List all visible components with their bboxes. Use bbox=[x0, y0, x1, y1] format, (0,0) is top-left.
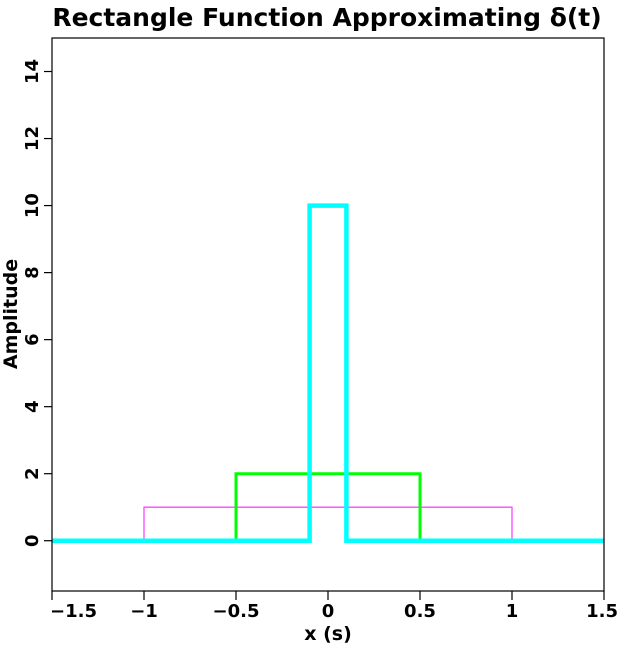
y-tick-label: 14 bbox=[22, 59, 43, 84]
plot-frame bbox=[51, 37, 605, 592]
chart-title: Rectangle Function Approximating δ(t) bbox=[52, 3, 601, 32]
y-tick-label: 2 bbox=[22, 467, 43, 480]
x-tick-label: 1 bbox=[506, 601, 519, 622]
x-axis: −1.5 −1 −0.5 0 0.5 1 1.5 bbox=[50, 591, 618, 622]
y-tick-label: 6 bbox=[22, 333, 43, 346]
y-tick-label: 4 bbox=[22, 400, 43, 413]
y-axis-label: Amplitude bbox=[0, 259, 22, 369]
x-tick-label: −1.5 bbox=[50, 601, 97, 622]
y-tick-label: 12 bbox=[22, 126, 43, 151]
x-tick-label: −0.5 bbox=[213, 601, 260, 622]
y-tick-label: 10 bbox=[22, 193, 43, 218]
x-tick-label: 0.5 bbox=[404, 601, 436, 622]
series-line-3 bbox=[52, 203, 604, 543]
y-tick-label: 8 bbox=[22, 266, 43, 279]
x-tick-label: −1 bbox=[130, 601, 158, 622]
x-tick-label: 1.5 bbox=[586, 601, 618, 622]
y-tick-label: 0 bbox=[22, 534, 43, 547]
x-axis-label: x (s) bbox=[304, 623, 352, 645]
series-layer bbox=[52, 203, 604, 543]
x-tick-label: 0 bbox=[322, 601, 335, 622]
y-axis: 0 2 4 6 8 10 12 14 bbox=[22, 59, 52, 547]
series-line-1 bbox=[52, 506, 604, 542]
